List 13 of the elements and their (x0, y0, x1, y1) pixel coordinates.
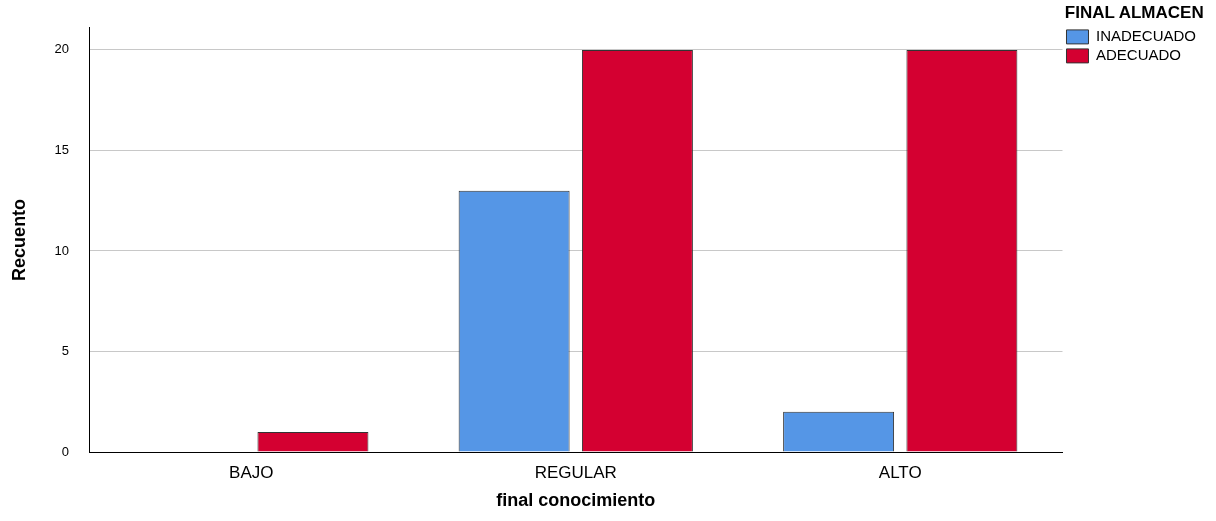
legend-label: INADECUADO (1095, 27, 1196, 45)
y-tick-label: 5 (61, 343, 70, 359)
y-tick-label: 0 (61, 443, 70, 459)
y-axis-title: Recuento (8, 198, 29, 281)
x-tick-label: ALTO (878, 462, 922, 482)
x-tick-label: REGULAR (534, 462, 617, 482)
x-axis-title: final conocimiento (496, 490, 656, 511)
legend-label: ADECUADO (1095, 46, 1181, 64)
x-tick-label: BAJO (229, 462, 274, 482)
legend-title: FINAL ALMACEN (1064, 3, 1204, 23)
y-tick-label: 15 (54, 142, 70, 158)
y-tick-label: 10 (54, 242, 70, 258)
y-tick-label: 20 (54, 41, 70, 57)
